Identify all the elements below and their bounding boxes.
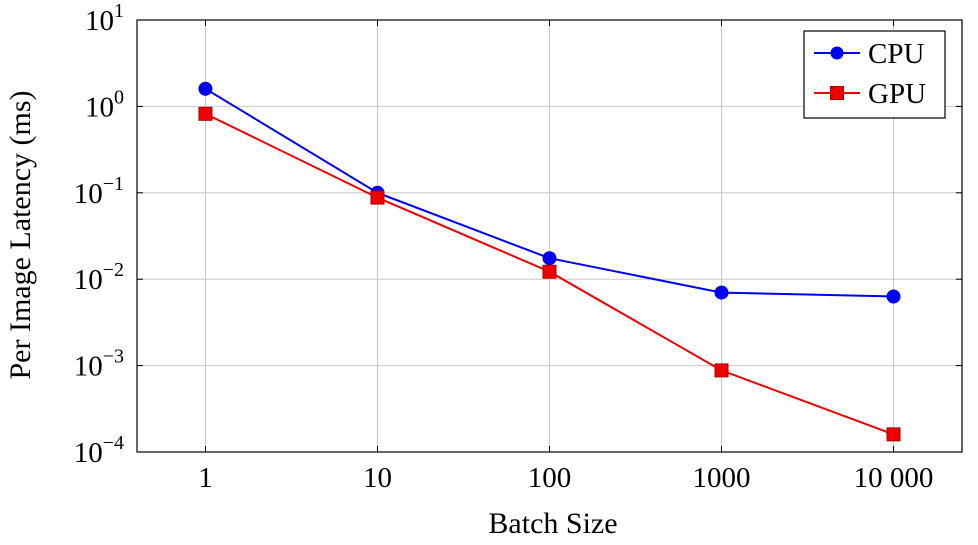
y-tick-base: 10: [74, 264, 103, 296]
y-tick-base: 10: [85, 5, 114, 37]
x-tick-label: 100: [528, 462, 572, 494]
legend-label-gpu: GPU: [868, 78, 926, 110]
y-tick-base: 10: [74, 178, 103, 210]
y-tick-label: 10−1: [74, 173, 124, 210]
x-tick-label: 10 000: [854, 462, 934, 494]
y-tick-exponent: −1: [103, 173, 124, 195]
data-point-cpu: [714, 285, 729, 300]
data-point-cpu: [886, 289, 901, 304]
y-tick-label: 10−4: [74, 432, 124, 469]
legend-marker-gpu: [830, 86, 844, 100]
y-tick-exponent: −3: [103, 346, 124, 368]
plot-frame: [136, 19, 963, 453]
y-axis-label: Per Image Latency (ms): [4, 90, 37, 379]
y-tick-exponent: −2: [103, 259, 124, 281]
x-tick-label: 1: [198, 462, 213, 494]
data-point-gpu: [198, 106, 213, 121]
x-tick-label: 1000: [693, 462, 751, 494]
data-point-gpu: [714, 363, 729, 378]
y-tick-base: 10: [85, 91, 114, 123]
x-axis-label: Batch Size: [488, 507, 617, 540]
y-tick-label: 101: [85, 0, 124, 37]
y-tick-exponent: −4: [103, 432, 124, 454]
legend-label-cpu: CPU: [868, 38, 924, 70]
data-point-gpu: [542, 264, 557, 279]
legend-box: [803, 30, 946, 119]
y-tick-exponent: 0: [114, 86, 124, 108]
data-point-cpu: [198, 81, 213, 96]
data-point-gpu: [370, 190, 385, 205]
y-tick-base: 10: [74, 437, 103, 469]
y-tick-label: 10−2: [74, 259, 124, 296]
y-tick-base: 10: [74, 351, 103, 383]
y-tick-label: 10−3: [74, 346, 124, 383]
x-tick-label: 10: [363, 462, 392, 494]
data-point-cpu: [542, 251, 557, 266]
data-point-gpu: [886, 427, 901, 442]
legend: CPU GPU: [803, 30, 946, 119]
series: [198, 81, 901, 442]
y-tick-label: 100: [85, 86, 124, 123]
legend-marker-cpu: [830, 46, 844, 60]
y-tick-exponent: 1: [114, 0, 124, 22]
